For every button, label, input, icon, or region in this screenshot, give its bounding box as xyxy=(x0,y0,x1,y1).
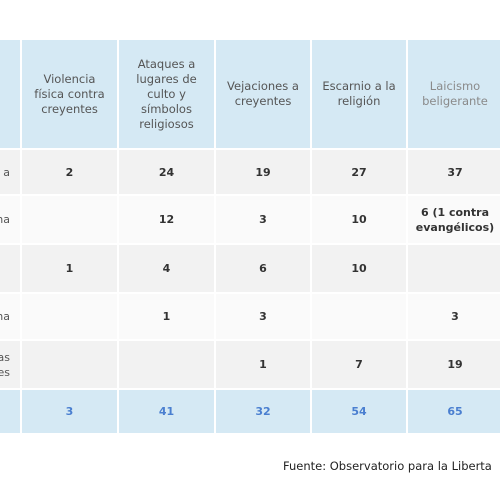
table-cell: 19 xyxy=(216,150,312,196)
total-cell: 41 xyxy=(119,390,216,435)
table-cell: 1 xyxy=(22,245,119,294)
table-cell xyxy=(22,294,119,341)
source-note: Fuente: Observatorio para la Liberta xyxy=(283,459,492,473)
row-label: na xyxy=(0,294,22,341)
table-cell: 3 xyxy=(408,294,500,341)
table-cell xyxy=(408,245,500,294)
total-cell: 54 xyxy=(312,390,408,435)
header-cell: Escarnio a la religión xyxy=(312,40,408,150)
row-label: na xyxy=(0,196,22,245)
table-cell: 1 xyxy=(119,294,216,341)
table-cell: 2 xyxy=(22,150,119,196)
table-cell xyxy=(22,196,119,245)
table-cell: 19 xyxy=(408,341,500,390)
total-cell: 3 xyxy=(22,390,119,435)
table-cell: 27 xyxy=(312,150,408,196)
table-cell: 6 (1 contra evangélicos) xyxy=(408,196,500,245)
header-cell: Vejaciones a creyentes xyxy=(216,40,312,150)
header-cell: Laicismo beligerante xyxy=(408,40,500,150)
total-label xyxy=(0,390,22,435)
row-label xyxy=(0,245,22,294)
table-cell: 6 xyxy=(216,245,312,294)
total-cell: 32 xyxy=(216,390,312,435)
table-cell: 3 xyxy=(216,294,312,341)
row-label: as nes xyxy=(0,341,22,390)
table-cell: 12 xyxy=(119,196,216,245)
table-cell: 24 xyxy=(119,150,216,196)
table-cell: 10 xyxy=(312,196,408,245)
total-cell: 65 xyxy=(408,390,500,435)
table-cell: 1 xyxy=(216,341,312,390)
table-cell: 7 xyxy=(312,341,408,390)
table-cell xyxy=(119,341,216,390)
header-cell: Violencia física contra creyentes xyxy=(22,40,119,150)
table-cell xyxy=(22,341,119,390)
table-cell: 4 xyxy=(119,245,216,294)
table-cell xyxy=(312,294,408,341)
row-label: a xyxy=(0,150,22,196)
table-cell: 10 xyxy=(312,245,408,294)
table-cell: 3 xyxy=(216,196,312,245)
table-cell: 37 xyxy=(408,150,500,196)
header-cell xyxy=(0,40,22,150)
header-cell: Ataques a lugares de culto y símbolos re… xyxy=(119,40,216,150)
